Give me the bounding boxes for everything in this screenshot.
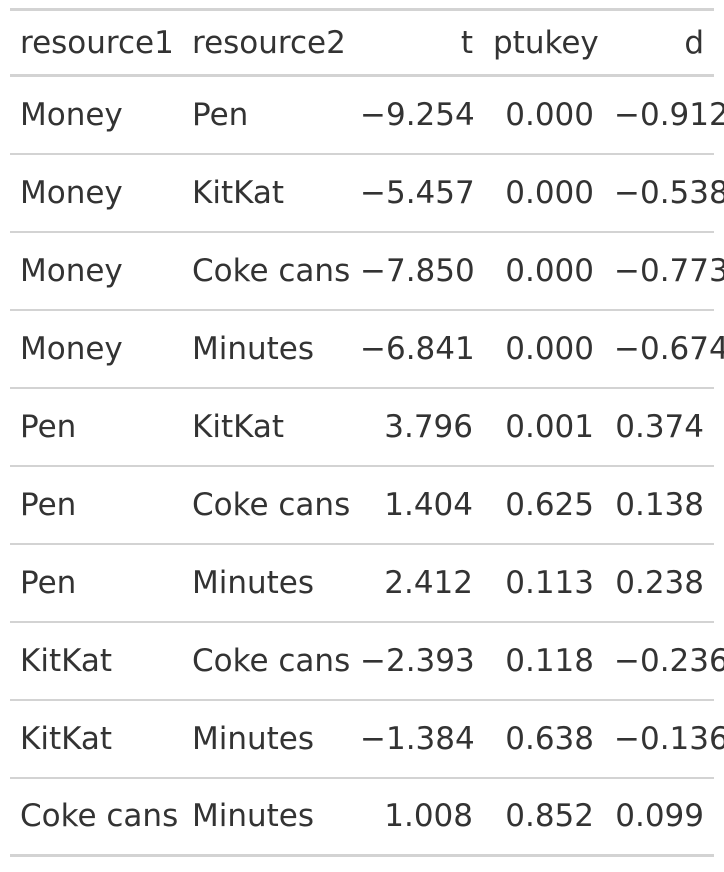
cell-resource1: Money: [20, 96, 123, 133]
cell-resource1: Money: [20, 330, 123, 367]
cell-d: −0.236: [614, 642, 724, 679]
cell-resource2: Minutes: [192, 720, 315, 757]
cell-ptukey: 0.118: [505, 642, 594, 679]
table-row: Money KitKat −5.457 0.000 −0.538: [10, 154, 724, 232]
cell-resource1: KitKat: [20, 642, 113, 679]
column-header-resource2: resource2: [192, 24, 346, 61]
cell-resource2: Pen: [192, 96, 249, 133]
cell-resource2: Minutes: [192, 564, 315, 601]
cell-ptukey: 0.000: [505, 96, 594, 133]
cell-t: −1.384: [360, 720, 475, 757]
cell-t: 1.404: [384, 486, 473, 523]
cell-resource1: Money: [20, 174, 123, 211]
cell-resource1: Money: [20, 252, 123, 289]
cell-resource2: Coke cans: [192, 252, 351, 289]
cell-t: −5.457: [360, 174, 475, 211]
cell-ptukey: 0.113: [505, 564, 594, 601]
table-row: Money Minutes −6.841 0.000 −0.674: [10, 310, 724, 388]
cell-d: −0.674: [614, 330, 724, 367]
table-row: Coke cans Minutes 1.008 0.852 0.099: [10, 778, 714, 856]
table-row: Pen Minutes 2.412 0.113 0.238: [10, 544, 714, 622]
cell-d: 0.238: [615, 564, 704, 601]
cell-ptukey: 0.625: [505, 486, 594, 523]
cell-d: 0.138: [615, 486, 704, 523]
cell-resource1: Pen: [20, 564, 77, 601]
column-header-ptukey: ptukey: [493, 24, 599, 61]
cell-resource1: Pen: [20, 486, 77, 523]
table-row: Money Pen −9.254 0.000 −0.912: [10, 76, 724, 154]
cell-d: 0.099: [615, 798, 704, 835]
cell-t: −2.393: [360, 642, 475, 679]
cell-ptukey: 0.000: [505, 252, 594, 289]
cell-t: −9.254: [360, 96, 475, 133]
cell-ptukey: 0.001: [505, 408, 594, 445]
cell-resource2: Minutes: [192, 330, 315, 367]
column-header-t: t: [460, 24, 473, 61]
cell-resource2: Coke cans: [192, 486, 351, 523]
cell-resource2: Minutes: [192, 798, 315, 835]
cell-d: 0.374: [615, 408, 704, 445]
cell-resource1: KitKat: [20, 720, 113, 757]
cell-d: −0.773: [614, 252, 724, 289]
cell-d: −0.912: [614, 96, 724, 133]
table-row: Pen Coke cans 1.404 0.625 0.138: [10, 466, 714, 544]
table-row: Money Coke cans −7.850 0.000 −0.773: [10, 232, 724, 310]
cell-resource1: Pen: [20, 408, 77, 445]
table-body: Money Pen −9.254 0.000 −0.912 Money KitKat −5.4…: [10, 76, 724, 856]
cell-t: −7.850: [360, 252, 475, 289]
cell-t: 2.412: [384, 564, 473, 601]
column-header-d: d: [684, 24, 704, 61]
cell-t: 1.008: [384, 798, 473, 835]
cell-d: −0.136: [614, 720, 724, 757]
cell-resource1: Coke cans: [20, 798, 179, 835]
table-row: KitKat Minutes −1.384 0.638 −0.136: [10, 700, 724, 778]
cell-resource2: KitKat: [192, 174, 285, 211]
header-row: resource1 resource2 t ptukey d: [10, 9, 714, 76]
pairwise-comparison-table: resource1 resource2 t ptukey d Money Pen −…: [10, 8, 724, 857]
cell-t: −6.841: [360, 330, 475, 367]
cell-ptukey: 0.000: [505, 174, 594, 211]
cell-ptukey: 0.638: [505, 720, 594, 757]
cell-ptukey: 0.852: [505, 798, 594, 835]
cell-d: −0.538: [614, 174, 724, 211]
cell-ptukey: 0.000: [505, 330, 594, 367]
cell-resource2: Coke cans: [192, 642, 351, 679]
table-row: Pen KitKat 3.796 0.001 0.374: [10, 388, 714, 466]
cell-t: 3.796: [384, 408, 473, 445]
cell-resource2: KitKat: [192, 408, 285, 445]
table-row: KitKat Coke cans −2.393 0.118 −0.236: [10, 622, 724, 700]
results-table-container: resource1 resource2 t ptukey d Money Pen −…: [10, 8, 724, 857]
table-header: resource1 resource2 t ptukey d: [10, 9, 714, 76]
column-header-resource1: resource1: [20, 24, 174, 61]
